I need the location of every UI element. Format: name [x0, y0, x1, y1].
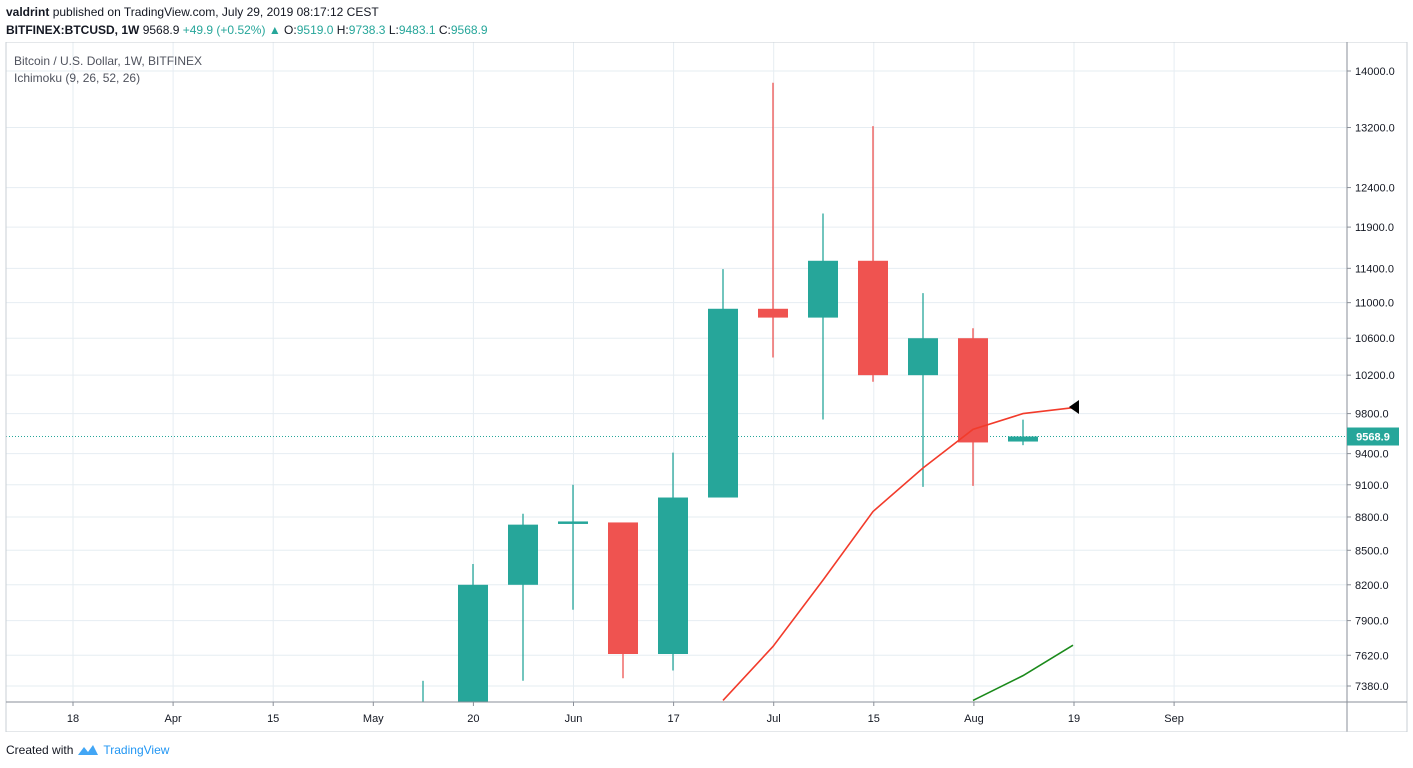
last-price: 9568.9	[142, 23, 180, 37]
tradingview-logo-icon	[78, 745, 99, 755]
candle[interactable]	[858, 126, 888, 382]
candle-body	[808, 260, 838, 318]
y-tick-label: 10200.0	[1355, 370, 1395, 382]
arrow-up-icon: ▲	[268, 23, 281, 37]
chart-series	[6, 82, 1347, 732]
x-tick-label: May	[363, 713, 384, 725]
chart-frame	[5, 42, 1408, 732]
candle-body	[958, 338, 988, 443]
y-tick-label: 8800.0	[1355, 512, 1389, 524]
conversion-line	[722, 406, 1074, 701]
y-tick-label: 7620.0	[1355, 650, 1389, 662]
symbol-info: BITFINEX:BTCUSD, 1W 9568.9 +49.9 (+0.52%…	[6, 23, 488, 37]
x-tick-label: 15	[868, 713, 880, 725]
high-value: 9738.3	[348, 23, 386, 37]
y-tick-label: 11000.0	[1355, 298, 1394, 310]
y-tick-label: 11900.0	[1355, 222, 1394, 234]
x-tick-label: 20	[467, 713, 479, 725]
candle-body	[858, 260, 888, 376]
symbol-label: BITFINEX:BTCUSD, 1W	[6, 23, 140, 37]
y-tick-label: 7380.0	[1355, 681, 1389, 693]
y-tick-label: 9100.0	[1355, 480, 1389, 492]
x-tick-label: Jun	[565, 713, 583, 725]
candle[interactable]	[758, 82, 788, 358]
low-value: 9483.1	[398, 23, 436, 37]
created-with-text: Created with	[6, 743, 74, 757]
y-tick-label: 12400.0	[1355, 183, 1395, 195]
publish-info: valdrint published on TradingView.com, J…	[6, 5, 379, 19]
x-tick-label: Jul	[767, 713, 781, 725]
y-tick-label: 13200.0	[1355, 123, 1395, 135]
candle[interactable]	[1008, 419, 1038, 446]
last-price-badge	[1347, 427, 1399, 446]
publisher-name[interactable]: valdrint	[6, 5, 50, 19]
close-value: 9568.9	[450, 23, 488, 37]
open-label: O:	[284, 23, 297, 37]
y-tick-label: 9800.0	[1355, 409, 1389, 421]
candle[interactable]	[808, 213, 838, 420]
open-value: 9519.0	[296, 23, 334, 37]
y-tick-label: 7900.0	[1355, 616, 1389, 628]
low-label: L:	[388, 23, 399, 37]
candle-body	[608, 522, 638, 655]
price-change: +49.9 (+0.52%)	[182, 23, 266, 37]
x-tick-label: 18	[67, 713, 79, 725]
close-label: C:	[438, 23, 451, 37]
candle-body	[758, 308, 788, 318]
y-tick-label: 10600.0	[1355, 333, 1395, 345]
candle[interactable]	[458, 563, 488, 716]
candle[interactable]	[658, 452, 688, 671]
candle[interactable]	[558, 484, 588, 610]
x-tick-label: 15	[267, 713, 279, 725]
candle-body	[558, 521, 588, 524]
candle[interactable]	[708, 269, 738, 498]
y-tick-label: 14000.0	[1355, 66, 1395, 78]
footer: Created with TradingView	[6, 743, 169, 757]
y-tick-label: 9400.0	[1355, 449, 1389, 461]
y-tick-label: 11400.0	[1355, 263, 1394, 275]
candle[interactable]	[408, 680, 438, 732]
y-tick-label: 8200.0	[1355, 580, 1389, 592]
x-tick-label: Sep	[1164, 713, 1184, 725]
lagging-span-line	[972, 644, 1074, 702]
candle[interactable]	[908, 293, 938, 487]
chart-title: Bitcoin / U.S. Dollar, 1W, BITFINEX	[14, 54, 203, 68]
high-label: H:	[336, 23, 349, 37]
candle[interactable]	[508, 513, 538, 681]
x-tick-label: 17	[667, 713, 679, 725]
time-axis[interactable]: 18 Apr 15 May 20 Jun 17 Jul 15 Aug 19 Sep	[67, 702, 1184, 725]
candle-body	[508, 524, 538, 585]
price-chart[interactable]: 14000.0 13200.0 12400.0 11900.0 11400.0 11000…	[0, 42, 1413, 732]
candle-body	[458, 584, 488, 702]
candle-body	[1008, 436, 1038, 442]
cursor-arrow-icon	[1069, 400, 1079, 414]
x-tick-label: Apr	[165, 713, 182, 725]
tradingview-brand[interactable]: TradingView	[103, 743, 170, 757]
candle[interactable]	[608, 522, 638, 679]
last-price-badge-label: 9568.9	[1356, 432, 1390, 444]
price-axis[interactable]: 14000.0 13200.0 12400.0 11900.0 11400.0 11000…	[1347, 66, 1399, 693]
indicator-label[interactable]: Ichimoku (9, 26, 52, 26)	[14, 71, 141, 85]
x-tick-label: Aug	[964, 713, 984, 725]
y-tick-label: 8500.0	[1355, 545, 1389, 557]
ichimoku-lines	[722, 406, 1074, 702]
candle-body	[908, 338, 938, 376]
candle-body	[658, 497, 688, 655]
published-text: published on TradingView.com, July 29, 2…	[52, 5, 379, 19]
candle[interactable]	[958, 328, 988, 486]
candle-body	[708, 308, 738, 498]
x-tick-label: 19	[1068, 713, 1080, 725]
